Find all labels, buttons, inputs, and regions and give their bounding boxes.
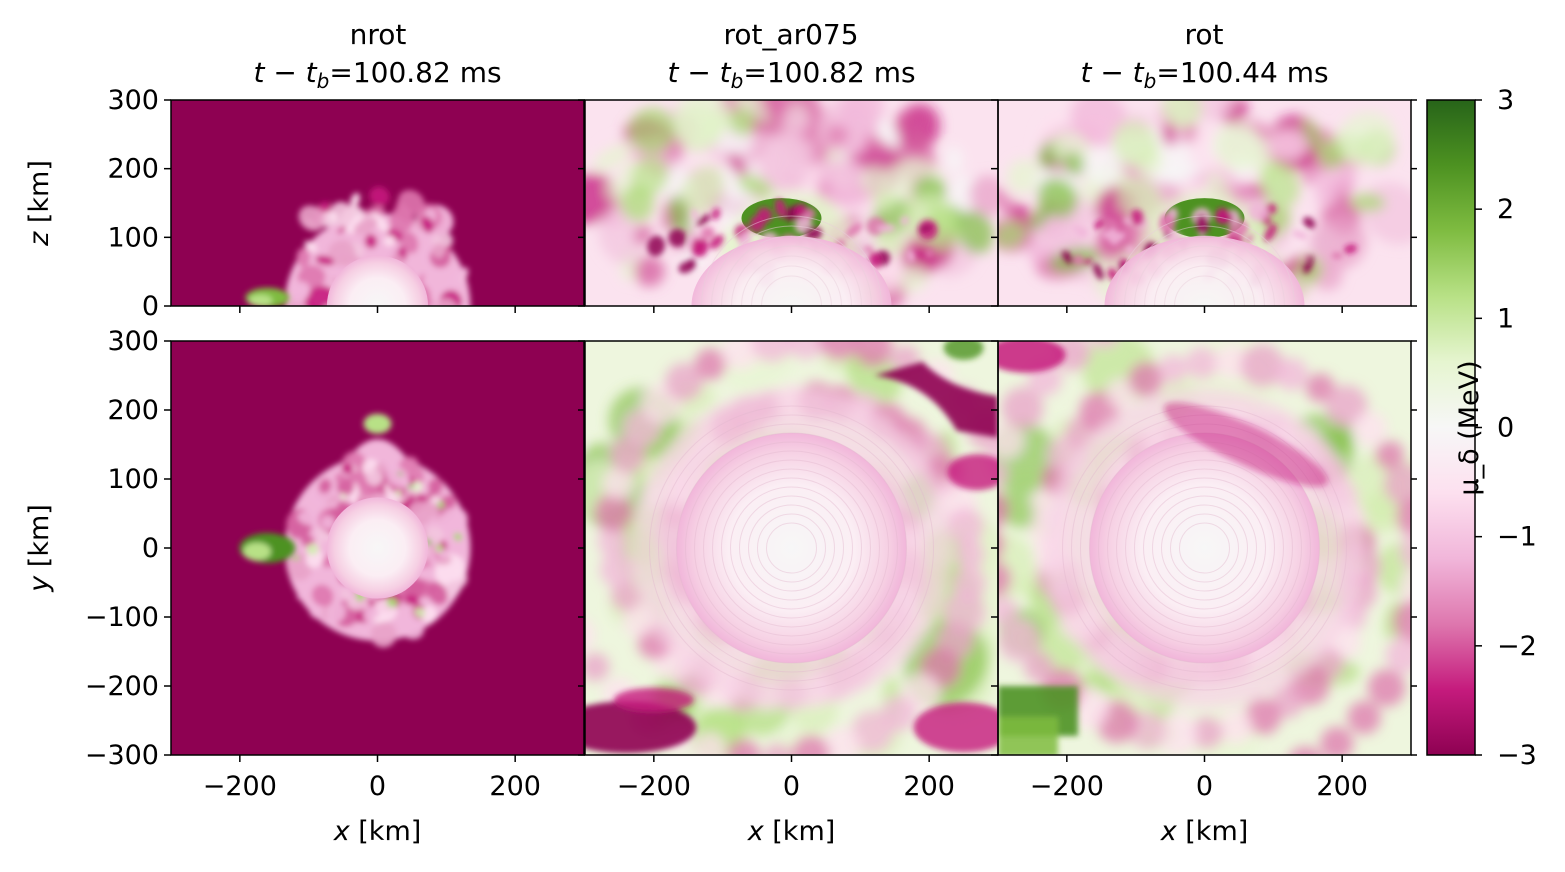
colorbar-tick-label: −1 [1497,522,1537,553]
y-tick-label: −200 [85,671,159,702]
y-tick-label: 0 [142,291,159,322]
y-tick-label: 100 [107,464,159,495]
colorbar-tick-label: 3 [1497,85,1514,116]
y-tick-label: 200 [107,154,159,185]
colorbar-ticks: 3 2 1 0 −1 −2 −3 [1475,85,1537,771]
y-axis-label: z [km] [24,160,55,247]
y-tick-label: 100 [107,222,159,253]
colorbar [1426,99,1476,756]
x-tick-label: 0 [783,771,800,802]
y-tick-label: −100 [85,602,159,633]
panel-title-rot: rot [1184,18,1223,51]
heatmap-nrot-xy [171,341,584,755]
colorbar-tick-label: 2 [1497,194,1514,225]
heatmap-rot-ar075-xy [585,341,998,755]
x-axis-label: x [km] [747,816,836,847]
x-axis-label: x [km] [1160,816,1249,847]
time-label: t − tb=100.82 ms [667,56,915,93]
y-tick-label: 300 [107,85,159,116]
panel-title-nrot: nrot [350,18,407,51]
x-tick-label: 0 [369,771,386,802]
colorbar-tick-label: 0 [1497,413,1514,444]
heatmap-rot-xz [998,100,1411,306]
x-axis-label: x [km] [333,816,422,847]
time-label: t − tb=100.82 ms [253,56,501,93]
heatmap-nrot-xz [171,100,584,306]
axes-layer: 300 200 100 0 z [km] −200 0 200 300 200 100 0 −100 −2… [24,85,1417,847]
colorbar-tick-label: −2 [1497,631,1537,662]
x-tick-label: −200 [203,771,277,802]
time-labels: t − tb=100.82 ms t − tb=100.82 ms t − tb=1… [253,56,1328,93]
colorbar-tick-label: −3 [1497,740,1537,771]
x-tick-label: 0 [1196,771,1213,802]
x-tick-label: −200 [617,771,691,802]
x-tick-label: 200 [489,771,541,802]
x-tick-label: 200 [903,771,955,802]
colorbar-tick-label: 1 [1497,303,1514,334]
y-tick-label: −300 [85,740,159,771]
heatmap-rot-xy [998,341,1411,755]
y-tick-label: 0 [142,533,159,564]
heatmap-rot-ar075-xz [585,100,998,306]
panels-layer [171,100,1411,755]
panel-title-rot-ar075: rot_ar075 [723,18,858,51]
y-axis-label: y [km] [24,504,55,593]
x-tick-label: −200 [1030,771,1104,802]
x-tick-label: 200 [1316,771,1368,802]
y-tick-label: 200 [107,395,159,426]
y-tick-label: 300 [107,326,159,357]
time-label: t − tb=100.44 ms [1080,56,1328,93]
colorbar-label: μ_δ (MeV) [1454,360,1485,495]
